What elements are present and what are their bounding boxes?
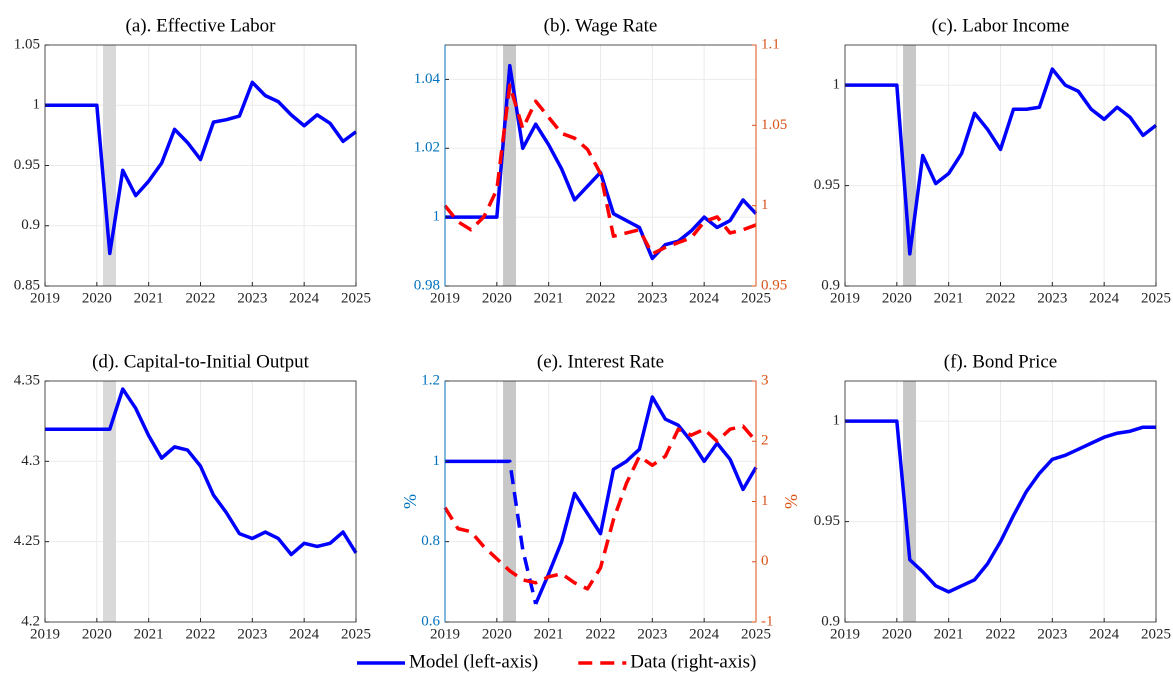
- y-tick-label: 4.35: [14, 372, 40, 388]
- y-tick-label: 0.95: [814, 513, 840, 529]
- y-tick-label: 0.85: [14, 277, 40, 293]
- y2-tick-label: 0.95: [761, 277, 787, 293]
- y2-axis-label: %: [781, 494, 801, 509]
- y2-tick-label: 1.1: [761, 36, 780, 52]
- shaded-period: [103, 381, 117, 622]
- x-tick-label: 2022: [186, 290, 216, 306]
- chart-title: (a). Effective Labor: [126, 15, 277, 36]
- x-tick-label: 2023: [237, 290, 267, 306]
- x-tick-label: 2024: [289, 290, 320, 306]
- chart-title: (e). Interest Rate: [537, 351, 664, 372]
- y-tick-label: 1: [433, 209, 441, 225]
- y-tick-label: 0.9: [21, 217, 40, 233]
- x-tick-label: 2024: [1089, 626, 1120, 642]
- x-tick-label: 2023: [1037, 290, 1067, 306]
- x-tick-label: 2023: [1037, 626, 1067, 642]
- legend-label: Data (right-axis): [630, 651, 756, 672]
- y-tick-label: 1: [833, 413, 841, 429]
- series-line: [45, 387, 358, 557]
- x-tick-label: 2025: [1141, 290, 1171, 306]
- x-tick-label: 2020: [82, 626, 112, 642]
- x-tick-label: 2024: [289, 626, 320, 642]
- x-tick-label: 2023: [237, 626, 267, 642]
- x-tick-label: 2022: [986, 626, 1016, 642]
- chart-title: (c). Labor Income: [932, 15, 1070, 36]
- y-tick-label: 4.2: [21, 613, 40, 629]
- x-tick-label: 2025: [741, 626, 771, 642]
- x-tick-label: 2022: [586, 626, 616, 642]
- x-tick-label: 2024: [689, 626, 720, 642]
- series-line: [845, 67, 1158, 256]
- x-tick-label: 2020: [482, 290, 512, 306]
- y2-tick-label: 1: [761, 493, 769, 509]
- y-tick-label: 4.25: [14, 533, 40, 549]
- x-tick-label: 2021: [534, 290, 564, 306]
- y-axis-label: %: [400, 494, 420, 509]
- x-tick-label: 2025: [1141, 626, 1171, 642]
- y-tick-label: 1.04: [414, 71, 441, 87]
- x-tick-label: 2022: [586, 290, 616, 306]
- x-tick-label: 2024: [1089, 290, 1120, 306]
- y2-tick-label: 2: [761, 433, 769, 449]
- x-tick-label: 2021: [134, 290, 164, 306]
- x-tick-label: 2019: [830, 626, 860, 642]
- series-line: [443, 83, 757, 256]
- y-tick-label: 1.2: [421, 372, 440, 388]
- chart-title: (f). Bond Price: [944, 351, 1057, 372]
- y-tick-label: 1.02: [414, 140, 440, 156]
- y-tick-label: 1: [33, 97, 41, 113]
- x-tick-label: 2025: [341, 626, 371, 642]
- x-tick-label: 2023: [637, 626, 667, 642]
- legend-label: Model (left-axis): [409, 651, 538, 672]
- y-tick-label: 0.6: [421, 613, 440, 629]
- y-tick-label: 0.98: [414, 277, 440, 293]
- chart-title: (d). Capital-to-Initial Output: [92, 351, 310, 372]
- x-tick-label: 2025: [741, 290, 771, 306]
- y-tick-label: 1.05: [14, 36, 40, 52]
- x-tick-label: 2020: [482, 626, 512, 642]
- x-tick-label: 2019: [30, 626, 60, 642]
- x-tick-label: 2022: [186, 626, 216, 642]
- series-line: [496, 459, 538, 605]
- x-tick-label: 2021: [934, 626, 964, 642]
- y-tick-label: 0.9: [821, 613, 840, 629]
- y2-tick-label: -1: [761, 613, 774, 629]
- y-tick-label: 4.3: [21, 453, 40, 469]
- series-line: [445, 395, 758, 605]
- y2-tick-label: 0: [761, 553, 769, 569]
- y-tick-label: 1: [433, 453, 441, 469]
- x-tick-label: 2024: [689, 290, 720, 306]
- y2-tick-label: 1: [761, 197, 769, 213]
- x-tick-label: 2019: [30, 290, 60, 306]
- y-tick-label: 0.8: [421, 533, 440, 549]
- x-tick-label: 2020: [882, 626, 912, 642]
- shaded-period: [503, 381, 517, 622]
- y-tick-label: 1: [833, 77, 841, 93]
- series-line: [45, 80, 358, 256]
- chart-title: (b). Wage Rate: [544, 15, 658, 36]
- x-tick-label: 2019: [430, 626, 460, 642]
- y2-tick-label: 3: [761, 372, 769, 388]
- x-tick-label: 2022: [986, 290, 1016, 306]
- x-tick-label: 2021: [934, 290, 964, 306]
- x-tick-label: 2021: [134, 626, 164, 642]
- x-tick-label: 2020: [882, 290, 912, 306]
- series-line: [845, 419, 1156, 594]
- x-tick-label: 2020: [82, 290, 112, 306]
- y-tick-label: 0.9: [821, 277, 840, 293]
- x-tick-label: 2025: [341, 290, 371, 306]
- x-tick-label: 2021: [534, 626, 564, 642]
- y2-tick-label: 1.05: [761, 117, 787, 133]
- x-tick-label: 2019: [830, 290, 860, 306]
- x-tick-label: 2019: [430, 290, 460, 306]
- y-tick-label: 0.95: [14, 157, 40, 173]
- series-line: [443, 424, 758, 591]
- y-tick-label: 0.95: [814, 177, 840, 193]
- x-tick-label: 2023: [637, 290, 667, 306]
